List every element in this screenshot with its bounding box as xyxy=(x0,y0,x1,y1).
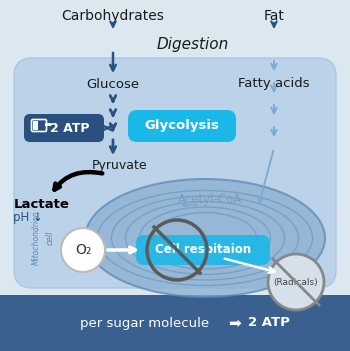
Text: Acetyl-CoA: Acetyl-CoA xyxy=(178,193,242,206)
FancyBboxPatch shape xyxy=(0,295,350,351)
Text: Cell respitaion: Cell respitaion xyxy=(155,244,251,257)
Text: Glucose: Glucose xyxy=(86,78,140,91)
Text: Fatty acids: Fatty acids xyxy=(238,78,310,91)
FancyBboxPatch shape xyxy=(33,121,38,130)
Text: O₂: O₂ xyxy=(75,243,91,257)
FancyBboxPatch shape xyxy=(14,58,336,288)
Text: Digestion: Digestion xyxy=(157,38,229,53)
Text: (Radicals): (Radicals) xyxy=(274,278,318,286)
FancyBboxPatch shape xyxy=(136,235,270,265)
Text: Glycolysis: Glycolysis xyxy=(145,119,219,132)
Circle shape xyxy=(268,254,324,310)
FancyBboxPatch shape xyxy=(24,114,104,142)
Ellipse shape xyxy=(85,179,325,297)
Text: pH ↓: pH ↓ xyxy=(13,212,43,225)
Text: 2 ATP: 2 ATP xyxy=(50,121,90,134)
Text: ➡: ➡ xyxy=(228,316,241,331)
Text: 2 ATP: 2 ATP xyxy=(248,317,290,330)
Text: cell: cell xyxy=(46,231,55,245)
Text: Fat: Fat xyxy=(264,9,285,23)
Text: Lactate: Lactate xyxy=(14,199,70,212)
Text: per sugar molecule: per sugar molecule xyxy=(80,317,209,330)
Text: Mitochondrion: Mitochondrion xyxy=(32,211,41,265)
Text: Pyruvate: Pyruvate xyxy=(92,159,148,172)
Circle shape xyxy=(61,228,105,272)
Text: Carbohydrates: Carbohydrates xyxy=(62,9,164,23)
FancyBboxPatch shape xyxy=(128,110,236,142)
